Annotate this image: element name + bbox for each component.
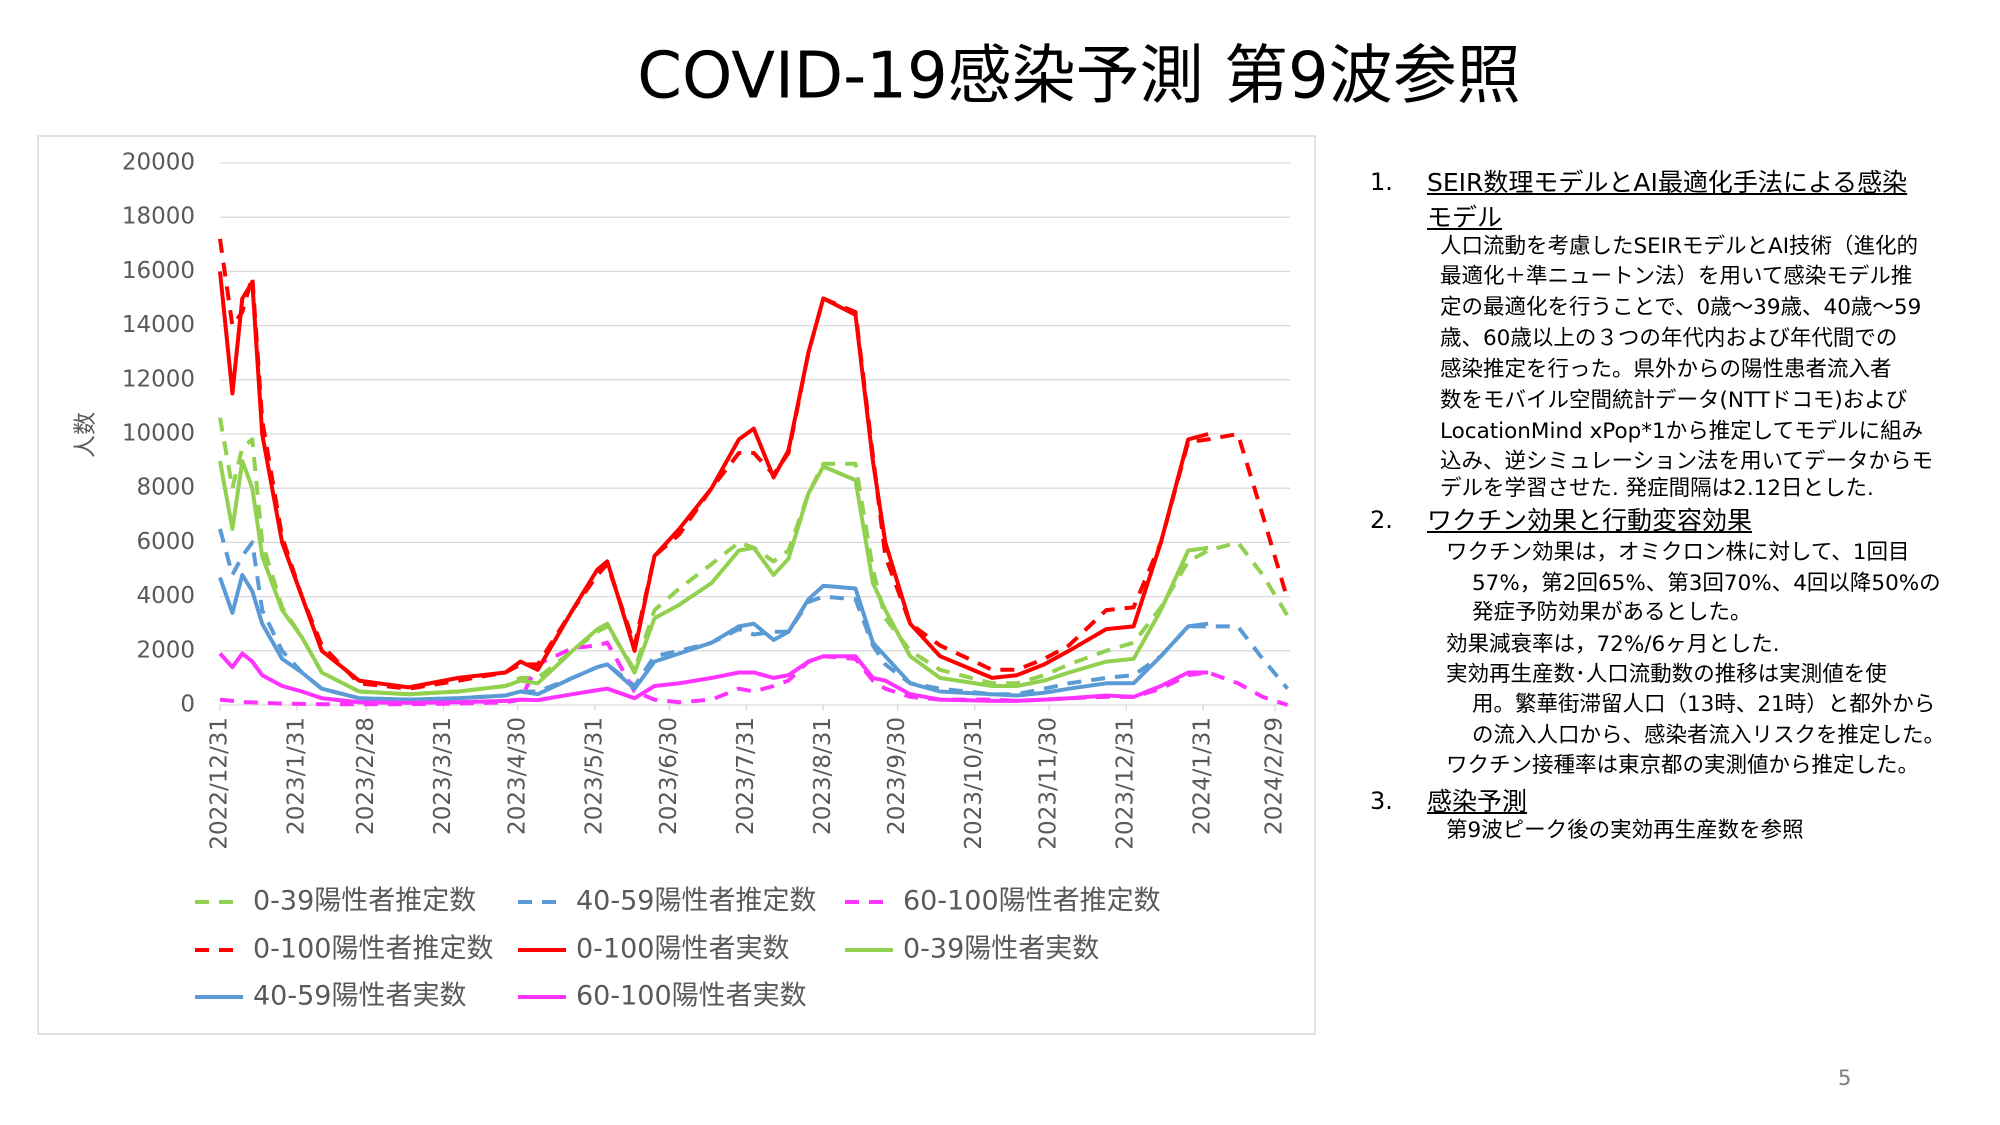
note-line: 数をモバイル空間統計データ(NTTドコモ)および [1440, 388, 1908, 413]
note-line: 感染推定を行った。県外からの陽性患者流入者 [1440, 357, 1892, 382]
legend-label: 0-39陽性者推定数 [253, 886, 476, 917]
x-tick-label: 2023/10/31 [961, 717, 987, 850]
note-line: 効果減衰率は，72%/6ヶ月とした. [1446, 632, 1780, 657]
legend-label: 40-59陽性者実数 [253, 981, 466, 1012]
y-tick-label: 18000 [122, 204, 195, 230]
note-line: 用。繁華街滞留人口（13時、21時）と都外から [1472, 692, 1936, 717]
note-line: 歳、60歳以上の３つの年代内および年代間での [1440, 326, 1898, 351]
x-tick-label: 2023/4/30 [504, 717, 530, 835]
note-line: の流入人口から、感染者流入リスクを推定した。 [1472, 723, 1946, 748]
note-heading: 感染予測 [1427, 787, 1528, 816]
chart-title: COVID-19感染予測 第9波参照 [637, 40, 1520, 114]
series-line [218, 271, 1209, 690]
x-tick-label: 2023/2/28 [353, 717, 379, 835]
y-tick-label: 6000 [136, 529, 195, 555]
y-tick-label: 14000 [122, 312, 195, 338]
y-tick-label: 20000 [122, 150, 195, 176]
note-line: 最適化＋準ニュートン法）を用いて感染モデル推 [1440, 264, 1913, 289]
note-heading: SEIR数理モデルとAI最適化手法による感染 [1427, 168, 1908, 197]
y-tick-label: 8000 [136, 475, 195, 501]
page-number: 5 [1838, 1066, 1852, 1090]
note-line: デルを学習させた. 発症間隔は2.12日とした. [1440, 476, 1874, 501]
y-tick-label: 2000 [136, 637, 195, 663]
note-line: ワクチン接種率は東京都の実測値から推定した。 [1446, 753, 1920, 778]
note-line: ワクチン効果は，オミクロン株に対して、1回目 [1446, 540, 1910, 565]
y-tick-label: 0 [180, 692, 195, 718]
x-tick-label: 2023/5/31 [581, 717, 607, 835]
x-tick-label: 2024/2/29 [1262, 717, 1288, 835]
y-tick-label: 4000 [136, 583, 195, 609]
note-line: 込み、逆シミュレーション法を用いてデータからモ [1440, 449, 1933, 474]
x-tick-label: 2023/11/30 [1036, 717, 1062, 850]
y-tick-label: 12000 [122, 366, 195, 392]
legend-label: 60-100陽性者実数 [576, 981, 807, 1012]
series-line [218, 417, 1290, 697]
note-heading: ワクチン効果と行動変容効果 [1427, 506, 1753, 535]
y-axis-label: 人数 [73, 412, 99, 458]
y-tick-label: 16000 [122, 258, 195, 284]
series-line [218, 651, 1209, 705]
note-heading: モデル [1427, 203, 1503, 232]
note-number: 2. [1370, 506, 1393, 534]
note-line: 57%，第2回65%、第3回70%、4回以降50%の [1472, 571, 1941, 596]
note-line: LocationMind xPop*1から推定してモデルに組み [1440, 419, 1924, 444]
series-line [218, 572, 1209, 702]
x-tick-label: 2023/7/31 [733, 717, 759, 835]
x-tick-label: 2022/12/31 [207, 717, 233, 850]
note-line: 実効再生産数･人口流動数の推移は実測値を使 [1446, 662, 1887, 687]
legend-label: 40-59陽性者推定数 [576, 886, 816, 917]
note-line: 発症予防効果があるとした。 [1472, 600, 1752, 625]
series-line [218, 459, 1209, 697]
x-tick-label: 2024/1/31 [1190, 717, 1216, 835]
note-line: 第9波ピーク後の実効再生産数を参照 [1446, 818, 1804, 843]
note-number: 3. [1370, 787, 1393, 815]
legend-label: 0-100陽性者推定数 [253, 934, 493, 965]
x-tick-label: 2023/8/31 [810, 717, 836, 835]
x-tick-label: 2023/1/31 [283, 717, 309, 835]
x-tick-label: 2023/9/30 [884, 717, 910, 835]
legend-label: 0-100陽性者実数 [576, 934, 789, 965]
x-tick-label: 2023/6/30 [656, 717, 682, 835]
series-line [218, 528, 1290, 702]
y-tick-label: 10000 [122, 421, 195, 447]
legend-label: 60-100陽性者推定数 [903, 886, 1161, 917]
note-line: 人口流動を考慮したSEIRモデルとAI技術（進化的 [1440, 234, 1919, 259]
x-tick-label: 2023/3/31 [430, 717, 456, 835]
x-tick-label: 2023/12/31 [1113, 717, 1139, 850]
legend-label: 0-39陽性者実数 [903, 934, 1099, 965]
note-line: 定の最適化を行うことで、0歳～39歳、40歳～59 [1440, 295, 1922, 320]
note-number: 1. [1370, 168, 1393, 196]
